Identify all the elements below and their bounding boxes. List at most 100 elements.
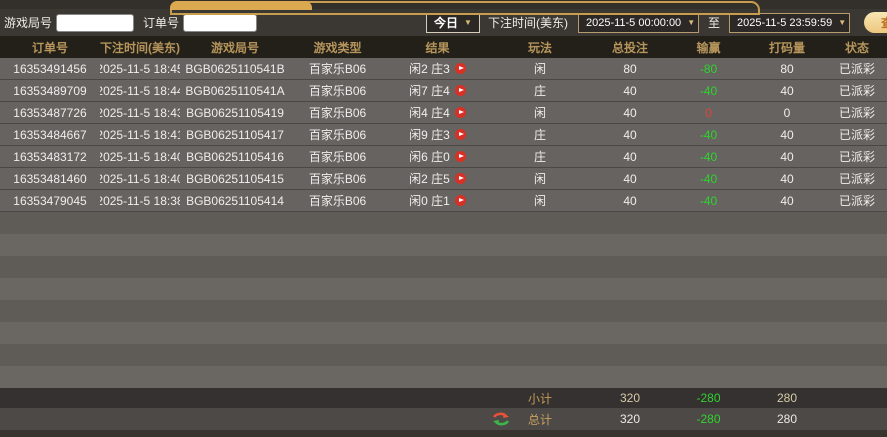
cell-game-type: 百家乐B06 — [308, 128, 367, 142]
table-body: 16353491456 2025-11-5 18:45 BGB062511054… — [0, 58, 887, 212]
cell-play: 闲 — [533, 172, 546, 186]
subtotal-label: 小计 — [527, 391, 552, 406]
subtotal-turnover: 280 — [776, 391, 798, 405]
cell-round: BGB06251105415 — [186, 171, 284, 186]
order-no-input[interactable] — [183, 13, 258, 32]
cell-turnover: 40 — [780, 171, 794, 186]
end-time-select[interactable]: 2025-11-5 23:59:59 ▼ — [728, 12, 850, 33]
table-row[interactable]: 16353479045 2025-11-5 18:38 BGB062511054… — [0, 190, 887, 212]
cell-result: 闲2 庄3 — [385, 58, 490, 79]
cell-total-bet: 80 — [623, 61, 637, 76]
bet-time-label: 下注时间(美东) — [487, 16, 568, 30]
cell-round: BGB0625110541A — [185, 83, 285, 98]
table-row[interactable]: 16353481460 2025-11-5 18:40 BGB062511054… — [0, 168, 887, 190]
cell-order-no: 16353484667 — [13, 127, 87, 142]
cell-play: 闲 — [533, 62, 546, 76]
cell-status: 已派彩 — [838, 128, 875, 142]
play-icon[interactable] — [454, 107, 466, 118]
total-turnover: 280 — [776, 412, 798, 426]
search-button[interactable]: 查询 — [863, 12, 887, 33]
column-header-status: 状态 — [844, 40, 869, 55]
total-win-loss: -280 — [696, 412, 721, 426]
quick-range-value: 今日 — [434, 16, 459, 30]
play-icon[interactable] — [454, 63, 466, 74]
table-row[interactable]: 16353484667 2025-11-5 18:41 BGB062511054… — [0, 124, 887, 146]
cell-status: 已派彩 — [838, 172, 875, 186]
cell-bet-time: 2025-11-5 18:40 — [100, 171, 180, 186]
game-round-input[interactable] — [56, 13, 135, 32]
top-tab-strip — [0, 0, 887, 15]
play-icon[interactable] — [454, 151, 466, 162]
cell-order-no: 16353479045 — [13, 193, 87, 208]
cell-game-type: 百家乐B06 — [308, 84, 367, 98]
cell-win-loss: -40 — [699, 149, 718, 164]
chevron-down-icon: ▼ — [464, 17, 472, 27]
column-header-win-loss: 输赢 — [696, 40, 721, 55]
table-header: 订单号 下注时间(美东) 游戏局号 游戏类型 结果 玩法 总投注 输赢 打码量 … — [0, 36, 887, 58]
bottom-strip — [0, 430, 887, 437]
table-row[interactable]: 16353491456 2025-11-5 18:45 BGB062511054… — [0, 58, 887, 80]
total-total-bet: 320 — [619, 412, 641, 426]
cell-bet-time: 2025-11-5 18:45 — [100, 61, 180, 76]
play-icon[interactable] — [454, 129, 466, 140]
empty-rows-area — [0, 212, 887, 388]
column-header-bet-time: 下注时间(美东) — [100, 40, 180, 55]
cell-total-bet: 40 — [623, 171, 637, 186]
game-round-label: 游戏局号 — [4, 16, 53, 30]
cell-order-no: 16353491456 — [13, 61, 87, 76]
cell-status: 已派彩 — [838, 106, 875, 120]
table-row[interactable]: 16353487726 2025-11-5 18:43 BGB062511054… — [0, 102, 887, 124]
play-icon[interactable] — [454, 85, 466, 96]
play-icon[interactable] — [454, 195, 466, 206]
column-header-turnover: 打码量 — [768, 40, 805, 55]
quick-range-select[interactable]: 今日 ▼ — [426, 12, 480, 33]
cell-total-bet: 40 — [623, 193, 637, 208]
cell-round: BGB06251105419 — [186, 105, 284, 120]
active-tab[interactable] — [170, 1, 312, 10]
cell-play: 庄 — [533, 150, 546, 164]
cell-round: BGB0625110541B — [185, 61, 285, 76]
subtotal-win-loss: -280 — [696, 391, 721, 405]
result-text: 闲9 庄3 — [409, 128, 450, 142]
cell-game-type: 百家乐B06 — [308, 62, 367, 76]
total-label: 总计 — [527, 412, 552, 427]
cell-result: 闲9 庄3 — [385, 124, 490, 145]
cell-play: 闲 — [533, 106, 546, 120]
cell-game-type: 百家乐B06 — [308, 194, 367, 208]
result-text: 闲2 庄5 — [409, 172, 450, 186]
swap-arrows-icon[interactable] — [492, 412, 510, 426]
cell-win-loss: -80 — [699, 61, 718, 76]
cell-result: 闲6 庄0 — [385, 146, 490, 167]
cell-turnover: 40 — [780, 83, 794, 98]
table-row[interactable]: 16353489709 2025-11-5 18:44 BGB062511054… — [0, 80, 887, 102]
cell-round: BGB06251105414 — [186, 193, 284, 208]
column-header-round: 游戏局号 — [210, 40, 259, 55]
start-time-select[interactable]: 2025-11-5 00:00:00 ▼ — [577, 12, 699, 33]
result-text: 闲6 庄0 — [409, 150, 450, 164]
cell-bet-time: 2025-11-5 18:43 — [100, 105, 180, 120]
cell-turnover: 40 — [780, 127, 794, 142]
cell-round: BGB06251105417 — [186, 127, 284, 142]
cell-game-type: 百家乐B06 — [308, 172, 367, 186]
result-text: 闲4 庄4 — [409, 106, 450, 120]
to-label: 至 — [707, 16, 720, 30]
cell-play: 庄 — [533, 84, 546, 98]
order-no-label: 订单号 — [143, 16, 180, 30]
cell-win-loss: 0 — [705, 105, 712, 120]
cell-turnover: 80 — [780, 61, 794, 76]
cell-play: 闲 — [533, 194, 546, 208]
cell-turnover: 0 — [783, 105, 791, 120]
cell-win-loss: -40 — [699, 193, 718, 208]
cell-result: 闲4 庄4 — [385, 102, 490, 123]
play-icon[interactable] — [454, 173, 466, 184]
start-time-value: 2025-11-5 00:00:00 — [585, 16, 682, 29]
cell-status: 已派彩 — [838, 194, 875, 208]
cell-win-loss: -40 — [699, 127, 718, 142]
table-row[interactable]: 16353483172 2025-11-5 18:40 BGB062511054… — [0, 146, 887, 168]
chevron-down-icon: ▼ — [687, 17, 696, 27]
end-time-value: 2025-11-5 23:59:59 — [736, 16, 833, 29]
filter-bar: 游戏局号 订单号 今日 ▼ 下注时间(美东) 2025-11-5 00:00:0… — [0, 9, 887, 36]
column-header-game-type: 游戏类型 — [313, 40, 362, 55]
cell-bet-time: 2025-11-5 18:41 — [100, 127, 180, 142]
